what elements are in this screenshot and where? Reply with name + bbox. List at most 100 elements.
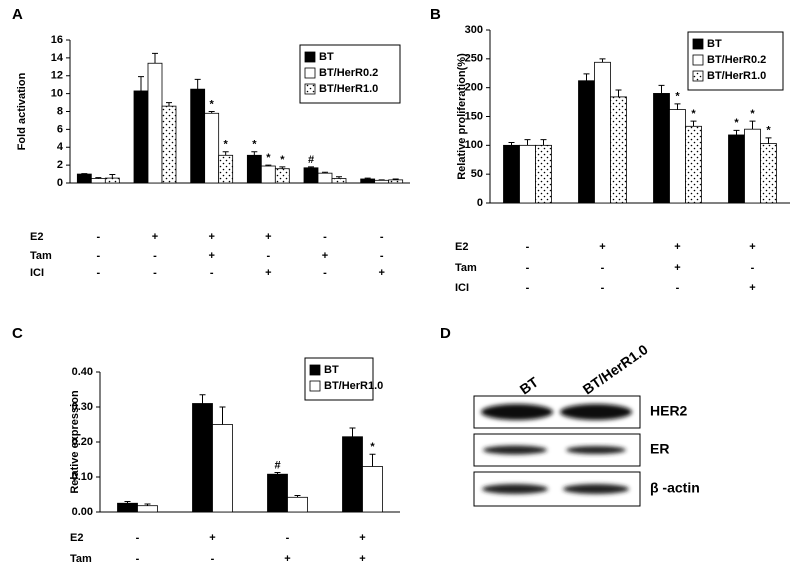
error-bar [540, 139, 547, 146]
bar [287, 496, 308, 513]
bar [190, 88, 206, 184]
error-bar [349, 427, 356, 437]
treatment-label: E2 [30, 231, 43, 243]
bar [104, 177, 120, 184]
error-bar [308, 166, 314, 168]
treatment-value: + [208, 231, 214, 243]
error-bar [219, 406, 226, 425]
significance-label: * [266, 152, 271, 164]
error-bar [124, 501, 131, 504]
error-bar [615, 89, 622, 97]
significance-label: * [750, 108, 755, 120]
y-tick-label: 300 [465, 24, 483, 36]
significance-label: * [210, 98, 215, 110]
error-bar [222, 151, 229, 156]
bar [204, 112, 220, 184]
treatment-value: + [378, 267, 384, 279]
treatment-value: - [96, 267, 100, 279]
bar [760, 143, 777, 204]
y-tick-label: 250 [465, 53, 483, 65]
y-tick-label: 50 [471, 168, 483, 180]
treatment-value: - [323, 267, 327, 279]
legend-label: BT/HerR0.2 [707, 54, 766, 66]
error-bar [690, 120, 697, 127]
error-bar [95, 177, 102, 179]
error-bar [599, 58, 606, 63]
error-bar [674, 103, 681, 110]
treatment-value: - [380, 250, 384, 262]
bar [744, 128, 761, 204]
bar [212, 424, 233, 513]
y-tick-label: 0 [477, 197, 483, 209]
blot-panel: D BT BT/HerR1.0 HER2 ER β -actin [440, 325, 700, 507]
y-axis-label: Relative proliferation(%) [456, 53, 468, 180]
panel-label: D [440, 325, 451, 342]
legend-swatch [304, 51, 316, 63]
legend-swatch [304, 83, 316, 95]
bar [362, 466, 383, 513]
bar [137, 505, 158, 513]
treatment-label: Tam [455, 262, 477, 274]
error-bar [265, 164, 272, 167]
treatment-value: - [526, 262, 530, 274]
error-bar [138, 76, 144, 91]
treatment-value: + [749, 282, 755, 294]
bar [117, 502, 138, 513]
treatment-label: Tam [30, 250, 52, 262]
y-tick-label: 6 [57, 123, 63, 135]
treatment-value: - [96, 250, 100, 262]
treatment-value: + [265, 267, 271, 279]
bar [653, 93, 670, 204]
bar [669, 109, 686, 204]
error-bar [109, 174, 116, 179]
treatment-value: + [674, 241, 680, 253]
bar [342, 436, 363, 513]
treatment-label: E2 [455, 241, 468, 253]
lane-label: BT [517, 373, 542, 397]
y-tick-label: 0.10 [72, 471, 93, 483]
bar [360, 178, 376, 184]
significance-label: * [224, 139, 229, 151]
panel-label: C [12, 325, 23, 342]
band [566, 446, 626, 454]
treatment-value: - [751, 262, 755, 274]
significance-label: * [691, 108, 696, 120]
legend-swatch [692, 38, 704, 50]
bar [246, 154, 262, 184]
y-tick-label: 0.40 [72, 366, 93, 378]
panel-label: A [12, 6, 23, 23]
legend-label: BT/HerR0.2 [319, 67, 378, 79]
y-tick-label: 12 [51, 70, 63, 82]
bar [147, 62, 163, 184]
error-bar [166, 102, 172, 107]
bar [76, 173, 92, 184]
bar [728, 134, 745, 204]
treatment-label: ICI [30, 267, 44, 279]
legend-box [299, 44, 401, 104]
y-tick-label: 2 [57, 159, 63, 171]
band [560, 404, 632, 420]
treatment-value: + [209, 532, 215, 544]
bar [303, 167, 319, 184]
y-axis-label: Fold activation [16, 72, 28, 150]
treatment-value: + [599, 241, 605, 253]
error-bar [765, 137, 772, 144]
treatment-value: - [211, 553, 215, 565]
legend-label: BT [707, 38, 722, 50]
y-tick-label: 14 [51, 52, 64, 64]
significance-label: * [734, 117, 739, 129]
error-bar [336, 176, 342, 179]
treatment-value: + [359, 532, 365, 544]
band [563, 484, 629, 494]
treatment-value: - [323, 231, 327, 243]
y-tick-label: 0 [57, 177, 63, 189]
y-axis-label: Relative expression [69, 390, 81, 494]
significance-label: * [280, 154, 285, 166]
bar [578, 80, 595, 204]
treatment-value: - [526, 241, 530, 253]
treatment-value: + [674, 262, 680, 274]
error-bar [733, 129, 740, 135]
y-tick-label: 16 [51, 34, 63, 46]
y-tick-label: 4 [57, 141, 64, 153]
